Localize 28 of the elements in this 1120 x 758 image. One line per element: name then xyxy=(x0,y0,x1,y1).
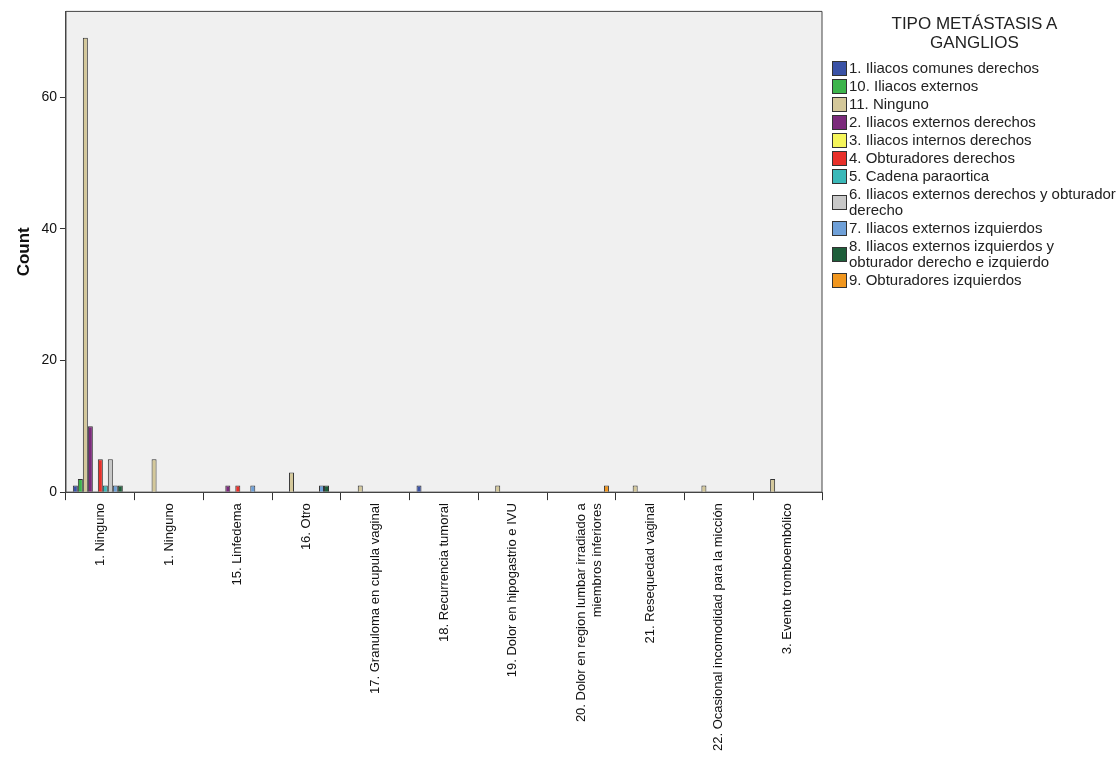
legend-label: 10. Iliacos externos xyxy=(849,77,979,94)
x-tick-label: 17. Granuloma en cupula vaginal xyxy=(366,503,382,694)
x-tick-label: 3. Evento tromboembólico xyxy=(779,503,795,655)
x-tick-label: 19. Dolor en hipogastrio e IVU xyxy=(504,503,520,678)
legend-label: 5. Cadena paraortica xyxy=(849,167,990,184)
x-tick-label: 21. Resequedad vaginal xyxy=(641,503,657,644)
y-tick-label: 40 xyxy=(41,219,58,236)
x-tick-label: 1. Ninguno xyxy=(160,503,176,567)
legend-label: 1. Iliacos comunes derechos xyxy=(849,59,1040,76)
x-tick-label: 18. Recurrencia tumoral xyxy=(435,503,451,642)
y-tick-label: 60 xyxy=(41,87,58,104)
x-tick-label: 22. Ocasional incomodidad para la micción xyxy=(710,503,726,751)
legend-label: 9. Obturadores izquierdos xyxy=(849,271,1022,288)
y-tick-label: 0 xyxy=(49,483,58,499)
legend-title: TIPO METÁSTASIS A GANGLIOS xyxy=(890,14,1059,52)
legend-label: 4. Obturadores derechos xyxy=(849,149,1015,166)
x-tick-label: 15. Linfedema xyxy=(229,502,245,586)
legend-label: 11. Ninguno xyxy=(849,95,929,112)
legend-label: 3. Iliacos internos derechos xyxy=(849,131,1032,148)
legend-label: 8. Iliacos externos izquierdos y obturador derecho e izquierdo xyxy=(849,237,1056,270)
y-tick-label: 20 xyxy=(41,351,58,368)
legend-label: 2. Iliacos externos derechos xyxy=(849,113,1036,130)
legend-label: 7. Iliacos externos izquierdos xyxy=(849,219,1043,236)
y-axis-title: Count xyxy=(13,226,33,277)
x-tick-label: 20. Dolor en region lumbar irradiado a miembros inferiores xyxy=(573,502,604,723)
legend-label: 6. Iliacos externos derechos y obturador derecho xyxy=(849,185,1117,218)
x-tick-label: 1. Ninguno xyxy=(91,503,107,567)
x-tick-label: 16. Otro xyxy=(298,503,314,551)
